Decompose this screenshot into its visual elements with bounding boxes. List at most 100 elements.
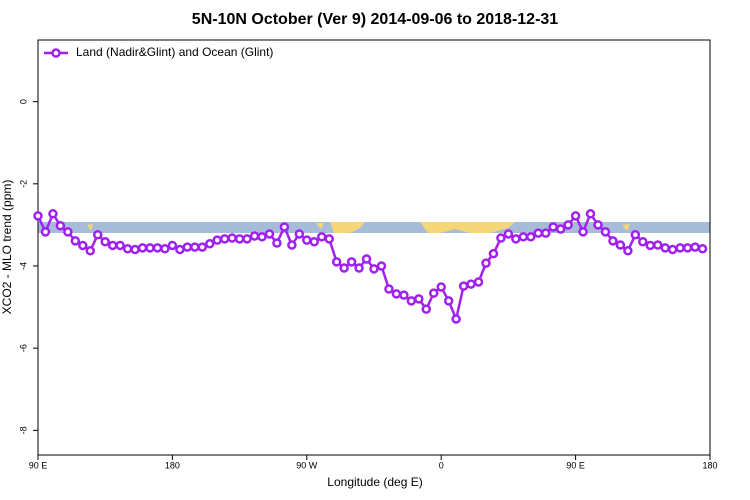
data-point bbox=[145, 243, 155, 253]
data-point bbox=[428, 288, 439, 298]
data-point bbox=[593, 220, 603, 230]
x-tick-label: 0 bbox=[439, 460, 444, 470]
data-point bbox=[660, 243, 670, 253]
data-point bbox=[518, 232, 529, 242]
data-point bbox=[130, 244, 140, 255]
ocean-strip bbox=[38, 222, 710, 233]
data-point bbox=[160, 243, 170, 254]
data-point bbox=[563, 220, 573, 230]
y-tick-label: 0 bbox=[18, 99, 28, 104]
data-point bbox=[204, 239, 215, 249]
x-tick-label: 180 bbox=[165, 460, 180, 470]
data-point bbox=[331, 257, 342, 267]
data-point bbox=[369, 264, 379, 274]
y-tick-label: -2 bbox=[18, 180, 28, 188]
data-point bbox=[279, 222, 290, 232]
land-strip bbox=[316, 223, 324, 229]
data-point bbox=[667, 244, 678, 255]
data-point bbox=[414, 294, 424, 304]
data-point bbox=[197, 242, 208, 252]
data-point bbox=[690, 242, 700, 252]
data-point bbox=[511, 234, 521, 244]
data-point bbox=[137, 243, 148, 253]
data-point bbox=[294, 229, 305, 239]
data-point bbox=[533, 228, 544, 238]
x-tick-label: 90 E bbox=[29, 460, 48, 470]
data-point bbox=[302, 235, 312, 245]
data-point bbox=[555, 224, 566, 234]
data-point bbox=[481, 258, 491, 268]
data-point bbox=[645, 240, 656, 251]
data-point bbox=[630, 230, 641, 240]
y-tick-label: -6 bbox=[18, 344, 28, 352]
map-strip bbox=[38, 222, 710, 233]
data-point bbox=[600, 227, 611, 237]
x-tick-label: 90 W bbox=[296, 460, 318, 470]
y-axis-label: XCO2 - MLO trend (ppm) bbox=[0, 180, 14, 315]
data-point bbox=[540, 228, 551, 238]
data-point bbox=[346, 257, 357, 267]
data-point bbox=[272, 238, 282, 248]
y-tick-label: -4 bbox=[18, 262, 28, 270]
data-point bbox=[152, 243, 163, 253]
data-point bbox=[115, 240, 125, 251]
data-point bbox=[92, 230, 103, 240]
data-point bbox=[488, 248, 499, 259]
data-point bbox=[384, 284, 394, 294]
data-point bbox=[406, 296, 417, 306]
data-point bbox=[496, 233, 506, 243]
data-point bbox=[100, 236, 110, 247]
data-point bbox=[309, 236, 320, 247]
land-strip bbox=[420, 222, 515, 233]
data-point bbox=[458, 281, 469, 291]
x-axis-label: Longitude (deg E) bbox=[327, 475, 422, 489]
data-point bbox=[526, 232, 536, 242]
data-point bbox=[227, 233, 237, 243]
data-point bbox=[70, 236, 81, 246]
land-strip bbox=[330, 222, 365, 233]
data-point bbox=[190, 242, 200, 252]
data-point bbox=[421, 304, 432, 314]
data-point bbox=[324, 234, 334, 244]
data-point bbox=[167, 240, 178, 251]
chart-title: 5N-10N October (Ver 9) 2014-09-06 to 201… bbox=[192, 11, 559, 28]
data-point bbox=[122, 243, 133, 254]
data-point bbox=[436, 282, 446, 292]
data-point bbox=[63, 227, 73, 237]
data-point bbox=[257, 232, 267, 242]
data-point bbox=[85, 246, 96, 256]
data-point bbox=[376, 261, 387, 271]
data-point bbox=[399, 290, 409, 300]
data-point bbox=[682, 243, 693, 253]
data-point bbox=[615, 240, 626, 250]
data-point bbox=[652, 240, 663, 250]
data-point bbox=[339, 263, 349, 273]
x-tick-label: 90 E bbox=[566, 460, 585, 470]
data-point bbox=[608, 236, 618, 246]
land-strip bbox=[622, 224, 630, 231]
legend-marker bbox=[51, 48, 61, 58]
land-strip bbox=[87, 224, 93, 231]
x-tick-label: 180 bbox=[702, 460, 717, 470]
plot-frame bbox=[37, 39, 711, 456]
data-point bbox=[219, 234, 230, 244]
y-tick-label: -8 bbox=[18, 426, 28, 434]
data-point bbox=[40, 227, 51, 237]
data-point bbox=[212, 235, 222, 245]
data-point bbox=[249, 231, 260, 241]
data-point bbox=[361, 254, 372, 264]
data-point bbox=[548, 222, 558, 232]
data-point bbox=[570, 211, 581, 221]
data-point bbox=[585, 209, 596, 219]
data-point bbox=[48, 209, 58, 219]
data-point bbox=[316, 232, 327, 242]
data-point bbox=[234, 234, 245, 244]
data-point bbox=[33, 211, 43, 221]
data-point bbox=[443, 296, 454, 306]
data-point bbox=[503, 229, 514, 239]
data-point bbox=[451, 314, 461, 324]
data-point bbox=[175, 244, 185, 255]
data-point bbox=[354, 263, 364, 273]
data-point bbox=[675, 243, 685, 253]
